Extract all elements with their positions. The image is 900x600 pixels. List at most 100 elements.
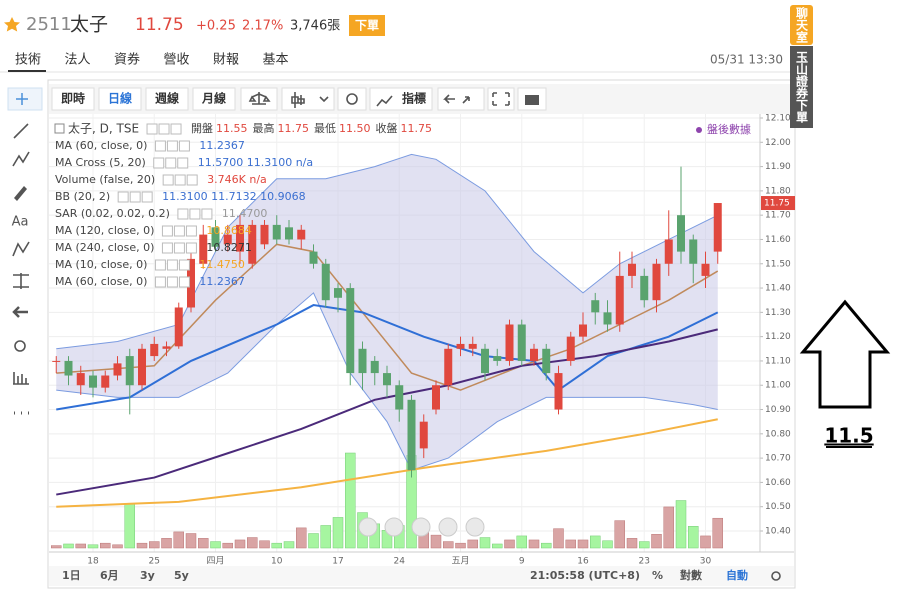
chat-label[interactable]: 聊天室 bbox=[795, 6, 809, 44]
tab[interactable]: 法人 bbox=[65, 53, 91, 68]
after-hours[interactable]: 盤後數據 bbox=[707, 122, 751, 136]
log-toggle[interactable]: 對數 bbox=[680, 568, 702, 582]
candle-body bbox=[260, 224, 269, 245]
volume-bar bbox=[198, 538, 209, 549]
legend-icon[interactable] bbox=[146, 123, 158, 135]
tab[interactable]: 資券 bbox=[114, 52, 140, 68]
order-button[interactable]: 下單 bbox=[355, 19, 379, 33]
legend-icon[interactable] bbox=[170, 123, 182, 135]
range-btn[interactable]: 3y bbox=[140, 569, 155, 582]
legend-icon[interactable] bbox=[154, 276, 166, 288]
gear-icon bbox=[346, 93, 358, 105]
btn[interactable] bbox=[192, 87, 236, 111]
range-btn[interactable]: 1日 bbox=[62, 569, 81, 582]
volume-bar bbox=[75, 543, 86, 549]
legend-icon[interactable] bbox=[141, 191, 153, 203]
text-tool[interactable]: Aa bbox=[12, 215, 29, 230]
candle-icon bbox=[291, 92, 305, 108]
legend-icon[interactable] bbox=[162, 174, 174, 186]
legend-icon[interactable] bbox=[173, 242, 185, 254]
legend-icon[interactable] bbox=[177, 157, 189, 169]
candle-body bbox=[603, 312, 612, 325]
legend-icon[interactable] bbox=[186, 174, 198, 186]
btn[interactable] bbox=[369, 87, 433, 111]
legend-icon[interactable] bbox=[178, 276, 190, 288]
ohlc-label: 最低 bbox=[314, 122, 336, 135]
candle-body bbox=[187, 258, 195, 308]
volume-bar bbox=[528, 539, 540, 549]
indicators[interactable]: 指標 bbox=[402, 91, 426, 106]
legend-icon[interactable] bbox=[178, 259, 190, 271]
measure-tool bbox=[13, 273, 29, 289]
zoom-btn[interactable] bbox=[384, 517, 404, 537]
volume-bar bbox=[688, 526, 699, 549]
btn[interactable] bbox=[145, 87, 189, 111]
legend-icon[interactable] bbox=[154, 259, 166, 271]
tab[interactable]: 基本 bbox=[263, 53, 289, 68]
candle-body bbox=[76, 373, 85, 386]
legend-icon[interactable] bbox=[185, 242, 197, 254]
legend-icon[interactable] bbox=[166, 140, 178, 152]
volume-bar bbox=[565, 539, 576, 549]
range-btn[interactable]: 5y bbox=[174, 569, 189, 582]
volume-bar bbox=[296, 527, 307, 549]
volume: 3,746張 bbox=[290, 19, 340, 34]
broker-label[interactable]: 玉山證券下單 bbox=[795, 51, 809, 124]
legend-icon[interactable] bbox=[189, 208, 201, 220]
volume-bar bbox=[173, 531, 184, 549]
legend-icon[interactable] bbox=[165, 157, 177, 169]
zoom-btn[interactable] bbox=[358, 517, 378, 537]
indicator-value: 10.8684 bbox=[206, 224, 252, 237]
legend-icon[interactable] bbox=[117, 191, 129, 203]
candle-body bbox=[248, 224, 257, 264]
stock-name: 太子 bbox=[70, 14, 108, 36]
monthly[interactable]: 月線 bbox=[201, 91, 226, 106]
btn[interactable] bbox=[98, 87, 142, 111]
zoom-btn[interactable] bbox=[465, 517, 485, 537]
tab[interactable]: 技術 bbox=[15, 53, 41, 68]
legend-icon[interactable] bbox=[173, 225, 185, 237]
zoom-btn[interactable] bbox=[438, 517, 458, 537]
legend-icon[interactable] bbox=[153, 157, 165, 169]
btn[interactable] bbox=[437, 87, 485, 111]
favorite-star[interactable] bbox=[4, 17, 20, 32]
auto-toggle[interactable]: 自動 bbox=[726, 568, 748, 582]
legend-icon[interactable] bbox=[166, 276, 178, 288]
indicator-name: MA (120, close, 0) bbox=[55, 224, 154, 237]
candle-body bbox=[701, 263, 710, 276]
legend-icon[interactable] bbox=[178, 140, 190, 152]
btn[interactable] bbox=[51, 87, 95, 111]
legend-icon[interactable] bbox=[161, 225, 173, 237]
candle-body bbox=[309, 251, 318, 264]
candle-body bbox=[407, 399, 416, 471]
legend-icon[interactable] bbox=[185, 225, 197, 237]
realtime[interactable]: 即時 bbox=[61, 91, 85, 106]
collapse-icon[interactable] bbox=[54, 123, 65, 134]
volume-bar bbox=[541, 542, 552, 549]
legend-icon[interactable] bbox=[161, 242, 173, 254]
legend-icon[interactable] bbox=[174, 174, 186, 186]
btn[interactable] bbox=[487, 87, 515, 111]
broker-tab[interactable] bbox=[790, 46, 813, 128]
legend-icon[interactable] bbox=[166, 259, 178, 271]
candle-body bbox=[383, 373, 391, 386]
percent-toggle[interactable]: % bbox=[652, 569, 663, 582]
chat-tab[interactable] bbox=[790, 5, 813, 45]
zoom-btn[interactable] bbox=[411, 517, 431, 537]
y-tick-label: 11.60 bbox=[765, 235, 791, 245]
tab[interactable]: 營收 bbox=[164, 53, 190, 68]
legend-icon[interactable] bbox=[154, 140, 166, 152]
volume-bar bbox=[283, 541, 295, 549]
legend-icon[interactable] bbox=[129, 191, 141, 203]
btn[interactable] bbox=[337, 87, 367, 111]
order-button-bg[interactable] bbox=[349, 15, 385, 36]
settings-icon[interactable] bbox=[771, 571, 781, 581]
legend-icon[interactable] bbox=[158, 123, 170, 135]
weekly[interactable]: 週線 bbox=[155, 91, 179, 106]
legend-icon[interactable] bbox=[201, 208, 213, 220]
daily[interactable]: 日線 bbox=[108, 91, 132, 106]
range-btn[interactable]: 6月 bbox=[100, 569, 119, 582]
tab[interactable]: 財報 bbox=[213, 53, 239, 68]
legend-icon[interactable] bbox=[177, 208, 189, 220]
